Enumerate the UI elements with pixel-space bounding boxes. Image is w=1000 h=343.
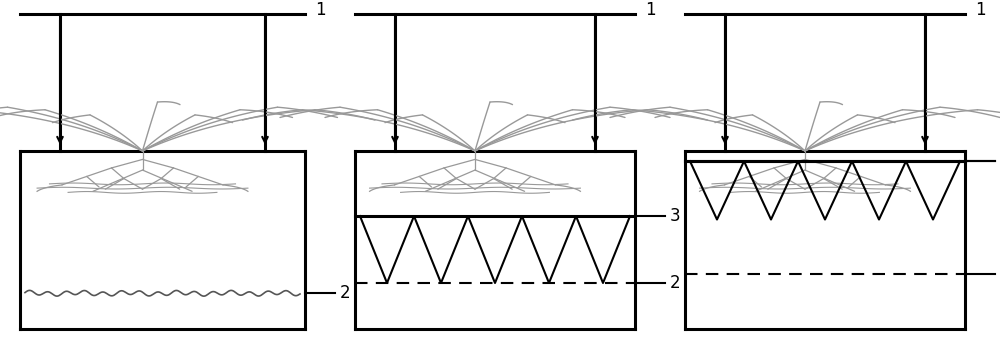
Text: 1: 1 [975,1,986,19]
Text: 3: 3 [670,207,681,225]
Text: 2: 2 [340,284,351,302]
Text: 1: 1 [315,1,326,19]
Text: 2: 2 [670,274,681,292]
Text: 1: 1 [645,1,656,19]
